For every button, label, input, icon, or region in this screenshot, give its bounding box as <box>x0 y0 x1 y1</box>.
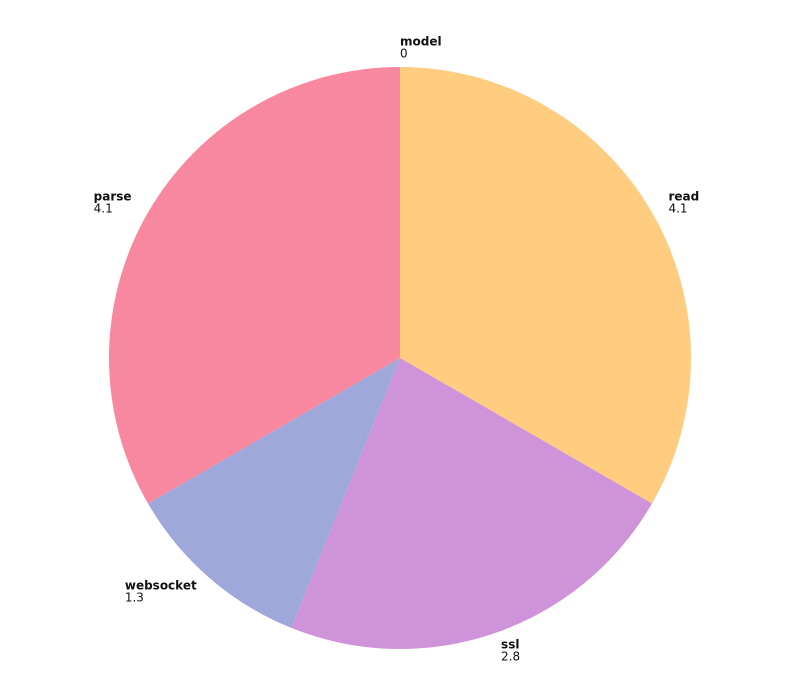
pie-slice <box>108 67 400 504</box>
pie-slice <box>400 67 691 504</box>
slice-label: parse <box>94 190 132 204</box>
pie-slice <box>147 358 400 628</box>
slice-value: 2.8 <box>501 650 520 664</box>
slice-value: 4.1 <box>94 202 113 216</box>
slice-label: websocket <box>125 579 197 593</box>
slice-value: 0 <box>400 47 408 61</box>
slice-value: 4.1 <box>668 202 687 216</box>
slice-label: model <box>400 35 442 49</box>
pie-slice <box>291 358 653 649</box>
slice-value: 1.3 <box>125 591 144 605</box>
slice-label: read <box>668 190 699 204</box>
slice-label: ssl <box>501 638 519 652</box>
